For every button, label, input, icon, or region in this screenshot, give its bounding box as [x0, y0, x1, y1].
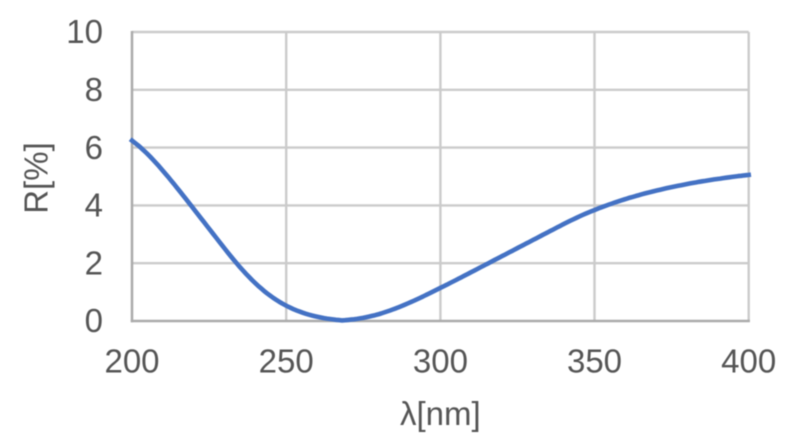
svg-text:300: 300 — [413, 343, 468, 380]
svg-text:6: 6 — [85, 129, 103, 166]
svg-text:4: 4 — [85, 187, 103, 224]
svg-text:8: 8 — [85, 71, 103, 108]
svg-text:200: 200 — [104, 343, 159, 380]
svg-text:10: 10 — [66, 13, 103, 50]
svg-text:0: 0 — [85, 302, 103, 339]
svg-text:λ[nm]: λ[nm] — [400, 395, 481, 432]
svg-text:250: 250 — [259, 343, 314, 380]
svg-text:R[%]: R[%] — [18, 142, 55, 214]
svg-text:2: 2 — [85, 244, 103, 281]
svg-text:400: 400 — [721, 343, 776, 380]
svg-text:350: 350 — [567, 343, 622, 380]
